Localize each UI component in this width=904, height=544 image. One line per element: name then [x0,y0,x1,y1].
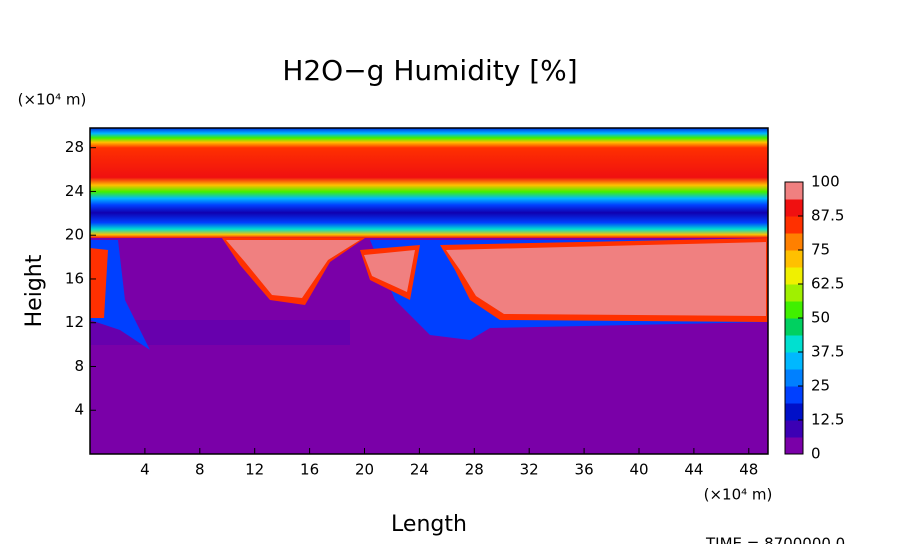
colorbar-tick-label: 87.5 [811,207,844,225]
x-tick-label: 8 [195,461,205,479]
x-tick-label: 12 [245,461,264,479]
colorbar-swatch [785,420,803,438]
colorbar-swatch [785,250,803,268]
field [90,128,768,454]
chart-title: H2O−g Humidity [%] [282,54,577,87]
y-tick-label: 8 [74,357,84,375]
colorbar-tick-label: 100 [811,173,840,191]
colorbar-tick-label: 75 [811,241,830,259]
colorbar-tick-label: 37.5 [811,343,844,361]
x-tick-label: 48 [739,461,758,479]
y-tick-label: 12 [65,313,84,331]
x-axis-label: Length [391,512,467,537]
x-tick-label: 32 [520,461,539,479]
x-tick-label: 36 [575,461,594,479]
y-tick-label: 4 [74,401,84,419]
colorbar-tick-label: 12.5 [811,411,844,429]
x-tick-label: 24 [410,461,429,479]
x-tick-label: 40 [629,461,648,479]
colorbar-swatch [785,437,803,455]
colorbar-swatch [785,267,803,285]
colorbar-swatch [785,386,803,404]
colorbar-tick-label: 25 [811,377,830,395]
x-tick-label: 4 [140,461,150,479]
y-axis-label: Height [22,254,47,327]
y-unit: (×10⁴ m) [18,91,87,109]
colorbar-swatch [785,369,803,387]
time-annotation: TIME = 8700000.0 [705,535,845,544]
colorbar-swatch [785,403,803,421]
colorbar-swatch [785,233,803,251]
plot-frame [89,127,769,455]
y-tick-label: 28 [65,138,84,156]
colorbar-swatch [785,318,803,336]
colorbar-swatch [785,352,803,370]
x-tick-label: 16 [300,461,319,479]
colorbar-tick-label: 62.5 [811,275,844,293]
colorbar-swatch [785,284,803,302]
colorbar-swatch [785,301,803,319]
x-unit: (×10⁴ m) [704,486,773,504]
x-tick-label: 44 [684,461,703,479]
x-tick-label: 28 [465,461,484,479]
colorbar-swatch [785,216,803,234]
colorbar-swatch [785,199,803,217]
colorbar-swatch [785,335,803,353]
x-tick-label: 20 [355,461,374,479]
y-tick-label: 16 [65,269,84,287]
colorbar-tick-label: 50 [811,309,830,327]
y-tick-label: 24 [65,182,84,200]
colorbar-tick-label: 0 [811,445,821,463]
y-tick-label: 20 [65,226,84,244]
colorbar-swatch [785,182,803,200]
